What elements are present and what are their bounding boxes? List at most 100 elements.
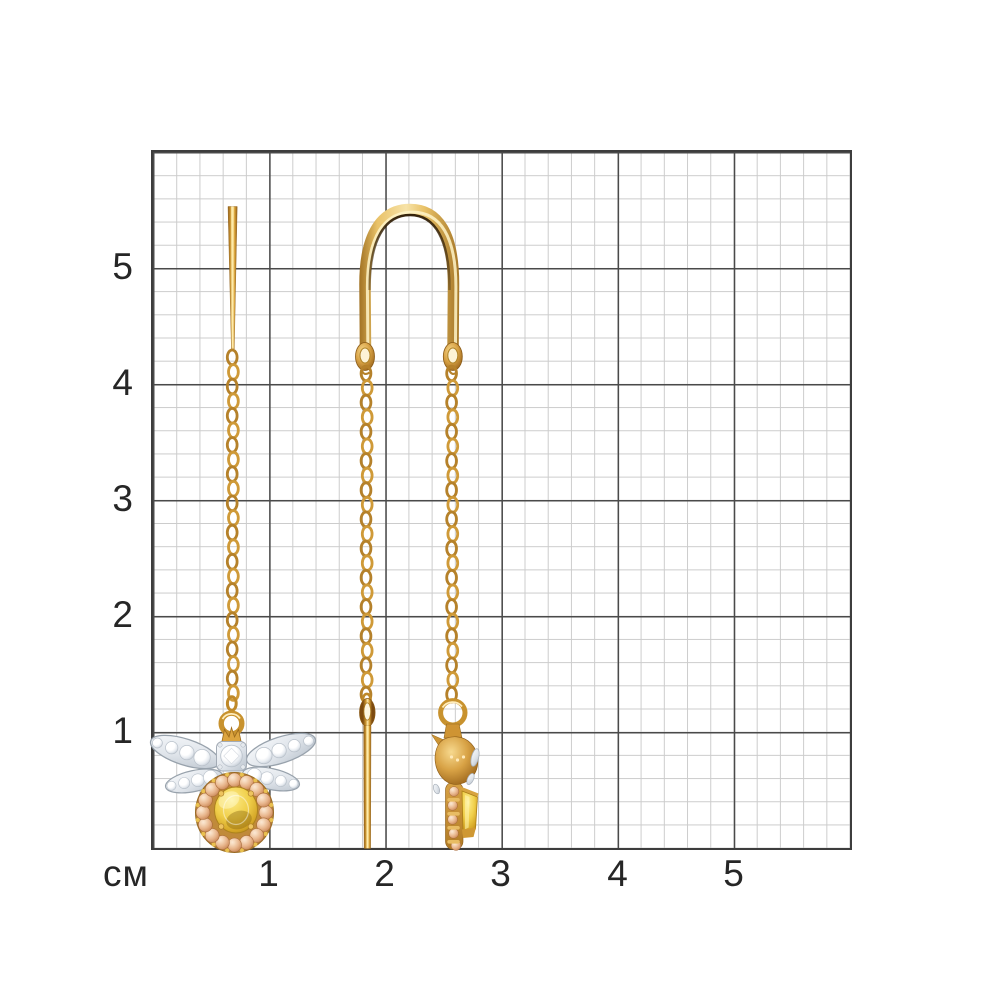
chain-link	[446, 379, 460, 397]
x-tick-3: 3	[490, 853, 512, 894]
chain-link	[360, 642, 374, 660]
chain-link	[225, 465, 239, 483]
chain-link	[360, 525, 374, 543]
chain-link	[445, 452, 458, 470]
chain-link	[227, 655, 240, 673]
champagne-stones-side	[447, 786, 462, 851]
chain-link	[359, 539, 373, 558]
wing-edge-slivers	[433, 748, 480, 795]
halo-stone	[249, 828, 265, 843]
halo-gold-bead	[253, 778, 258, 783]
chain-link	[227, 567, 240, 586]
chain-link	[225, 407, 239, 425]
halo-gold-bead	[211, 778, 216, 783]
chain-link	[446, 496, 460, 514]
chain-link	[359, 452, 373, 470]
chain-link	[446, 408, 460, 426]
cable-chain-front	[225, 348, 240, 702]
chain-link	[359, 510, 373, 529]
cable-chain-side	[445, 364, 460, 704]
chain-link	[225, 640, 239, 659]
halo-stone	[256, 792, 271, 808]
needle-eye	[363, 702, 372, 721]
halo-stone	[198, 792, 213, 808]
x-tick-2: 2	[374, 853, 396, 894]
chain-link	[227, 480, 240, 498]
chain-link	[227, 596, 240, 615]
halo-gold-bead	[239, 772, 244, 777]
halo-stone	[256, 817, 271, 833]
chain-link	[359, 481, 373, 499]
bee-body	[195, 772, 274, 853]
halo-stone	[198, 817, 213, 833]
halo-gold-bead	[269, 817, 274, 823]
chain-link	[360, 379, 374, 397]
needle-pin	[359, 692, 376, 849]
chain-link	[446, 554, 460, 572]
chain-link	[359, 627, 373, 645]
chain-link	[227, 684, 240, 702]
threader-pin	[227, 206, 238, 350]
wing-upper-left	[149, 734, 221, 770]
y-tick-5: 5	[112, 246, 134, 287]
chain-link	[445, 393, 458, 412]
setting-back-dome	[430, 733, 479, 785]
x-tick-5: 5	[723, 853, 745, 894]
halo-gold-bead	[263, 831, 268, 837]
chain-link	[360, 437, 374, 456]
citrine-side	[460, 786, 479, 838]
y-tick-2: 2	[112, 594, 134, 635]
halo-gold-bead	[211, 842, 216, 847]
chain-link	[360, 671, 374, 689]
chain-link	[445, 481, 458, 499]
chain-link	[445, 539, 458, 558]
x-tick-4: 4	[607, 853, 629, 894]
threader-end-left	[355, 342, 375, 376]
chain-link	[359, 393, 373, 412]
chain-link	[359, 598, 373, 616]
champagne-halo	[195, 772, 274, 853]
chain-link	[227, 363, 240, 381]
halo-gold-bead	[225, 772, 230, 777]
halo-gold-bead	[225, 848, 230, 853]
central-diamond-setting	[216, 741, 247, 772]
halo-gold-bead	[269, 802, 274, 808]
chain-link	[225, 436, 239, 454]
halo-stone	[227, 837, 242, 853]
earring-front-view	[149, 206, 317, 853]
chain-link	[227, 626, 240, 644]
halo-gold-bead	[253, 842, 258, 847]
halo-stone	[215, 775, 230, 790]
chain-link	[360, 496, 374, 514]
chain-link	[360, 466, 374, 485]
chain-link	[446, 525, 460, 543]
chain-link	[225, 494, 239, 513]
charm-bail-side	[443, 723, 463, 739]
chain-link	[445, 423, 458, 441]
chain-link	[446, 583, 460, 602]
y-tick-3: 3	[112, 478, 134, 519]
halo-gold-bead	[201, 831, 206, 837]
chain-link	[227, 392, 240, 410]
halo-stone	[258, 805, 274, 820]
halo-stone	[204, 782, 220, 797]
charm-top-link	[225, 695, 238, 712]
bee-charm-front	[149, 695, 317, 853]
chain-link	[445, 510, 458, 529]
halo-gold-bead	[263, 789, 268, 794]
chain-link	[446, 437, 460, 456]
chain-link	[225, 377, 239, 396]
y-tick-4: 4	[112, 362, 134, 403]
chain-link	[359, 656, 373, 675]
measurement-grid	[151, 150, 852, 850]
halo-gold-bead	[239, 848, 244, 853]
chain-link	[225, 348, 239, 367]
chain-link	[227, 421, 240, 440]
chain-link	[445, 627, 458, 645]
chain-link	[446, 642, 460, 660]
chain-link	[225, 523, 239, 542]
wing-upper-right	[245, 732, 317, 768]
chain-link	[445, 598, 458, 616]
chain-link	[225, 553, 239, 571]
